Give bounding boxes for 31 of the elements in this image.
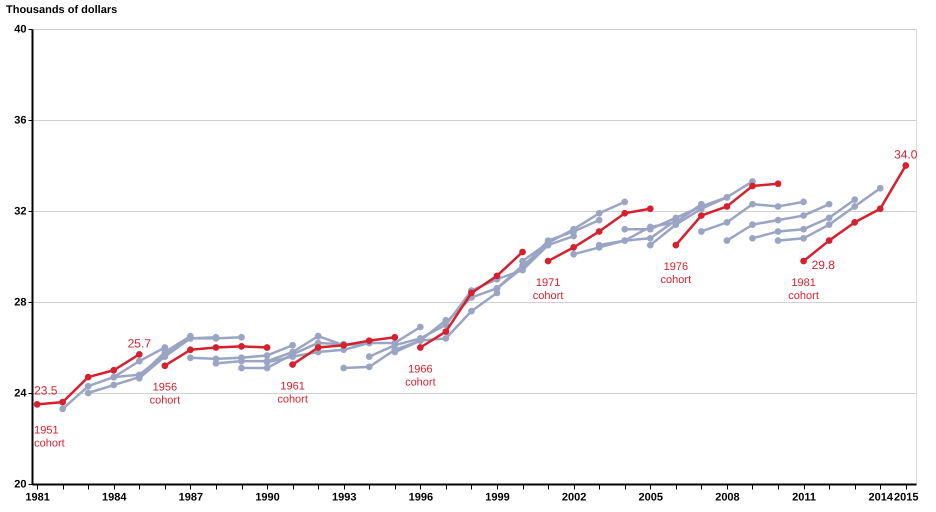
data-label: 34.0 [894,148,918,162]
x-tick-label: 2014 [868,492,894,504]
series-label: 1956 cohort [150,382,180,407]
data-label: 29.8 [812,258,836,272]
y-tick-label: 28 [14,296,26,308]
x-tick-label: 1981 [25,492,50,504]
x-tick-label: 2011 [792,492,816,504]
series-label: 1951 cohort [34,424,65,450]
y-tick-label: 36 [14,114,26,126]
data-label: 23.5 [34,383,58,398]
series-label: 1971 cohort [532,277,564,302]
x-tick-label: 2005 [638,492,664,504]
series-label: 1976 cohort [660,261,692,286]
series-label: 1961 cohort [277,380,308,406]
x-tick-label: 1990 [255,492,280,504]
x-tick-label: 1999 [485,492,510,504]
x-tick-label: 2015 [894,492,919,504]
y-tick-label: 32 [14,206,26,218]
x-tick-label: 2002 [562,492,586,504]
y-tick-label: 24 [14,388,28,400]
y-tick-label: 20 [14,478,26,490]
x-tick-label: 1984 [102,492,128,504]
series-label: 1966 cohort [405,364,436,388]
x-tick-label: 1993 [332,492,356,504]
series-label: 1981 cohort [788,277,819,302]
y-axis-title: Thousands of dollars [6,4,118,16]
x-tick-label: 1987 [178,492,204,504]
y-tick-label: 40 [14,24,26,36]
x-tick-label: 2008 [715,492,740,504]
x-tick-label: 1996 [408,492,434,504]
data-label: 25.7 [128,336,152,350]
